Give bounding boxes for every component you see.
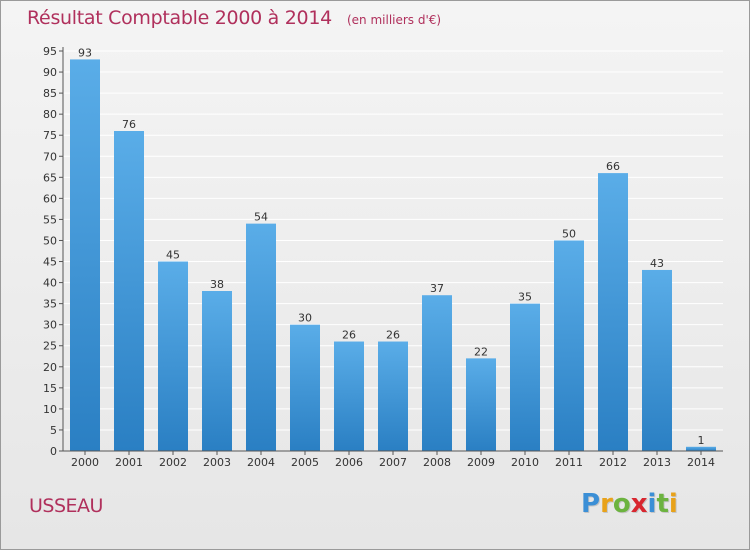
bar-2001 [114,131,144,451]
bar-2004 [246,223,276,451]
data-label: 93 [78,46,92,59]
y-tick-label: 20 [43,361,57,374]
y-tick-label: 75 [43,129,57,142]
data-label: 30 [298,312,312,325]
y-tick-label: 55 [43,213,57,226]
x-tick-label: 2008 [423,456,451,469]
bar-2008 [422,295,452,451]
brand-letter: i [647,489,657,519]
brand-letter: r [600,489,613,519]
brand-letter: t [656,489,669,519]
brand-letter: o [612,489,631,519]
data-label: 50 [562,227,576,240]
x-tick-label: 2010 [511,456,539,469]
bar-2009 [466,358,496,451]
x-tick-label: 2011 [555,456,583,469]
data-label: 38 [210,278,224,291]
x-tick-label: 2003 [203,456,231,469]
y-tick-label: 65 [43,171,57,184]
bar-2011 [554,240,584,451]
chart-title: Résultat Comptable 2000 à 2014 [27,7,332,29]
bar-2002 [158,261,188,451]
data-label: 22 [474,345,488,358]
town-name: USSEAU [29,495,103,517]
bar-2003 [202,291,232,451]
data-label: 66 [606,160,620,173]
brand-logo: Proxiti [581,489,678,519]
x-tick-label: 2001 [115,456,143,469]
data-label: 54 [254,211,268,224]
y-tick-label: 40 [43,277,57,290]
y-tick-label: 90 [43,66,57,79]
data-label: 26 [342,329,356,342]
y-tick-label: 70 [43,150,57,163]
data-label: 1 [698,434,705,447]
bar-2013 [642,269,672,451]
y-tick-label: 30 [43,319,57,332]
data-label: 76 [122,118,136,131]
data-labels: 93 76 45 38 54 30 26 26 37 22 35 50 66 43 1 [78,46,705,446]
bar-2000 [70,59,100,451]
y-tick-label: 80 [43,108,57,121]
x-tick-label: 2012 [599,456,627,469]
y-tick-label: 50 [43,234,57,247]
x-tick-label: 2002 [159,456,187,469]
y-tick-label: 45 [43,256,57,269]
x-tick-label: 2014 [687,456,715,469]
x-tick-label: 2004 [247,456,275,469]
brand-letter: x [630,489,648,519]
y-tick-label: 15 [43,382,57,395]
x-tick-label: 2000 [71,456,99,469]
x-tick-label: 2006 [335,456,363,469]
bar-2005 [290,324,320,451]
y-tick-label: 25 [43,340,57,353]
bar-2006 [334,341,364,451]
x-tick-labels: 2000 2001 2002 2003 2004 2005 2006 2007 2008 2009… [71,456,715,469]
x-tick-label: 2007 [379,456,407,469]
y-tick-label: 60 [43,192,57,205]
title-row: Résultat Comptable 2000 à 2014 (en milli… [27,7,441,29]
bars [70,59,716,451]
brand-letter: i [668,489,678,519]
y-tick-label: 35 [43,298,57,311]
data-label: 26 [386,329,400,342]
y-tick-label: 85 [43,87,57,100]
data-label: 37 [430,282,444,295]
y-tick-label: 5 [50,424,57,437]
data-label: 45 [166,249,180,262]
brand-letter: P [581,489,601,519]
x-tick-label: 2009 [467,456,495,469]
bar-2007 [378,341,408,451]
data-label: 43 [650,257,664,270]
x-tick-label: 2005 [291,456,319,469]
x-tick-label: 2013 [643,456,671,469]
y-tick-label: 0 [50,445,57,458]
bar-2014 [686,446,716,451]
y-tick-labels: 0 5 10 15 20 25 30 35 40 45 50 55 60 65 70 75 80 85 90 95 [43,45,57,458]
y-tick-label: 95 [43,45,57,58]
data-label: 35 [518,291,532,304]
y-tick-label: 10 [43,403,57,416]
axes [59,47,723,455]
bar-2010 [510,303,540,451]
chart-subtitle: (en milliers d'€) [346,13,442,27]
bar-2012 [598,173,628,451]
